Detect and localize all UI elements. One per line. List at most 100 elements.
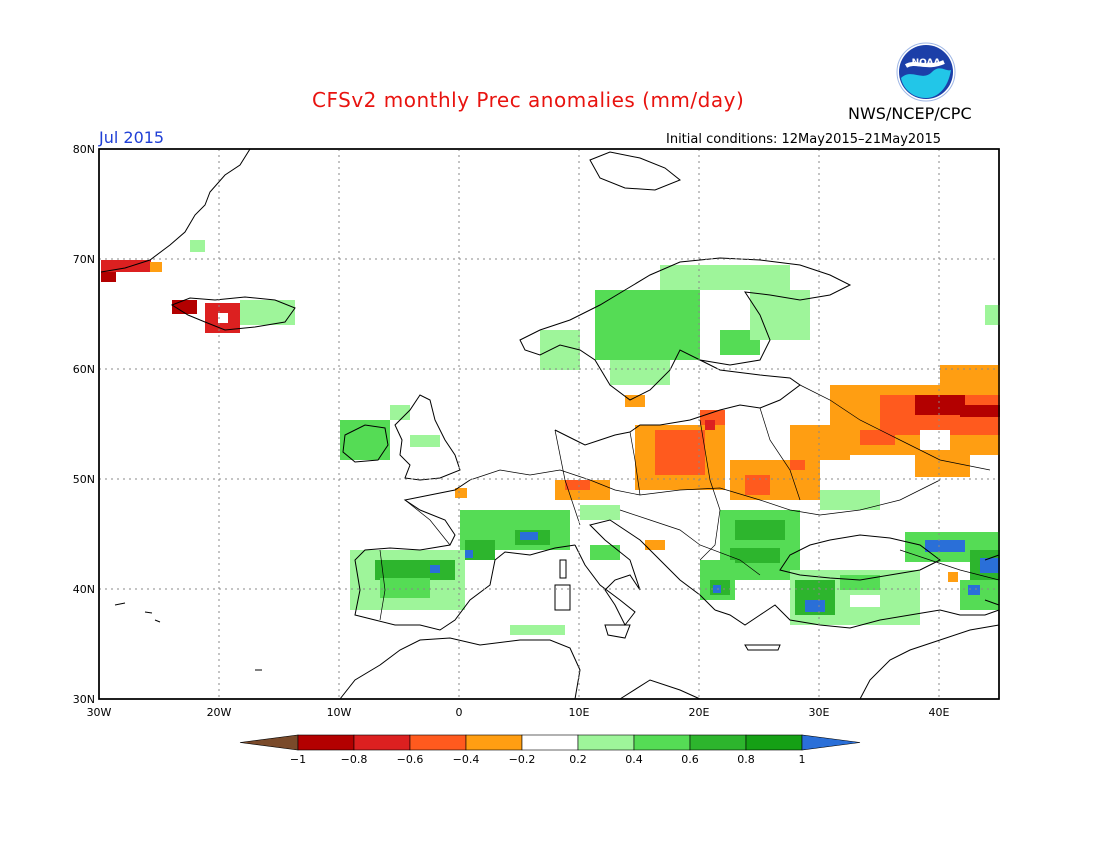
- coastline-greenland: [100, 148, 251, 273]
- anomaly-cell: [915, 455, 970, 477]
- colorbar-segment: [633, 734, 691, 751]
- anomaly-cell: [610, 360, 670, 385]
- colorbar-tick-label: 0.2: [569, 753, 587, 766]
- colorbar-tick-label: −0.8: [341, 753, 368, 766]
- longitude-labels: 30W 20W 10W 0 10E 20E 30E 40E: [87, 706, 950, 719]
- colorbar-segment: [409, 734, 467, 751]
- colorbar-tick-label: 0.6: [681, 753, 699, 766]
- lat-label: 70N: [73, 253, 95, 266]
- border-line: [699, 419, 721, 561]
- anomaly-cell: [540, 330, 580, 370]
- initial-conditions: Initial conditions: 12May2015–21May2015: [666, 132, 941, 147]
- coastline-crete: [744, 644, 781, 651]
- coastline-caspian: [984, 554, 1000, 606]
- lon-label: 30E: [809, 706, 830, 719]
- border-line: [799, 384, 991, 471]
- anomaly-cell: [948, 572, 958, 582]
- coastline-france-iberia: [354, 479, 576, 631]
- coastline-baltic: [629, 359, 801, 433]
- coastline-svalbard: [589, 151, 681, 191]
- colorbar-tick-label: 0.8: [737, 753, 755, 766]
- coastline-north-africa: [339, 637, 581, 700]
- anomaly-cell: [340, 420, 390, 460]
- anomaly-cell: [520, 532, 538, 540]
- anomaly-cell: [510, 625, 565, 635]
- lon-label: 10E: [569, 706, 590, 719]
- colorbar-segment: [521, 734, 579, 751]
- coastline-sardinia: [554, 584, 571, 611]
- colorbar-tick-label: 0.4: [625, 753, 643, 766]
- anomaly-cell: [730, 460, 820, 500]
- anomaly-cell: [655, 430, 705, 475]
- anomaly-cell: [150, 262, 162, 272]
- anomaly-cell: [240, 300, 295, 325]
- anomaly-cell: [805, 600, 825, 612]
- coastline-scandinavia: [519, 257, 852, 401]
- anomaly-cell: [980, 558, 1000, 573]
- coastline-sicily: [604, 624, 631, 639]
- anomaly-cell: [730, 548, 780, 563]
- anomaly-cell: [101, 272, 116, 282]
- anomaly-cell: [101, 260, 151, 272]
- noaa-logo: NOAA: [896, 42, 956, 102]
- border-line: [899, 549, 1000, 581]
- coastline-greece-turkey: [714, 604, 1000, 629]
- colorbar-segment: [689, 734, 747, 751]
- lat-label: 40N: [73, 583, 95, 596]
- anomaly-cell: [960, 405, 1000, 417]
- colorbar-tick-label: −0.6: [397, 753, 424, 766]
- anomaly-cell: [968, 585, 980, 595]
- border-line: [629, 431, 641, 496]
- anomaly-cell: [735, 520, 785, 540]
- anomaly-cell: [660, 265, 790, 290]
- coastline-corsica: [559, 559, 567, 579]
- anomaly-cell: [410, 435, 440, 447]
- lat-label: 60N: [73, 363, 95, 376]
- colorbar-tick-label: −0.2: [509, 753, 536, 766]
- anomaly-cell: [190, 240, 205, 252]
- colorbar-arrow-right: [801, 734, 861, 751]
- coastline-italy: [574, 519, 716, 626]
- lon-label: 40E: [929, 706, 950, 719]
- agency-label: NWS/NCEP/CPC: [848, 104, 972, 123]
- coastline-black-sea: [779, 534, 941, 581]
- anomaly-cell: [375, 560, 455, 580]
- anomaly-cell: [565, 480, 590, 490]
- anomaly-cells: [101, 240, 1000, 635]
- anomaly-cell: [380, 578, 430, 598]
- border-line: [619, 509, 761, 576]
- lon-label: 20E: [689, 706, 710, 719]
- anomaly-cell: [860, 430, 895, 445]
- anomaly-cell: [645, 540, 665, 550]
- colorbar-segment: [297, 734, 355, 751]
- coastline-ireland: [342, 424, 389, 463]
- anomaly-cell: [820, 490, 880, 510]
- chart-title: CFSv2 monthly Prec anomalies (mm/day): [312, 88, 745, 112]
- colorbar-tick-label: 1: [799, 753, 806, 766]
- lon-label: 20W: [207, 706, 232, 719]
- colorbar-arrow-left: [239, 734, 299, 751]
- colorbar-segment: [353, 734, 411, 751]
- anomaly-cell: [750, 290, 810, 340]
- country-borders: [379, 384, 1000, 621]
- border-line: [469, 469, 941, 516]
- anomaly-cell: [705, 420, 715, 430]
- forecast-period: Jul 2015: [99, 128, 165, 147]
- colorbar-segment: [465, 734, 523, 751]
- border-line: [554, 429, 581, 526]
- anomaly-cell: [463, 550, 473, 558]
- anomaly-cell: [390, 405, 410, 420]
- colorbar: −1 −0.8 −0.6 −0.4 −0.2 0.2 0.4 0.6 0.8 1: [239, 734, 861, 766]
- coastlines: [100, 148, 1000, 700]
- anomaly-cell: [218, 313, 228, 323]
- border-line: [379, 549, 386, 621]
- anomaly-cell: [172, 300, 197, 314]
- anomaly-cell: [455, 488, 467, 498]
- lat-label: 80N: [73, 143, 95, 156]
- anomaly-cell: [625, 395, 645, 407]
- anomaly-cell: [940, 365, 1000, 385]
- lat-label: 50N: [73, 473, 95, 486]
- lat-label: 30N: [73, 693, 95, 706]
- colorbar-tick-label: −1: [290, 753, 306, 766]
